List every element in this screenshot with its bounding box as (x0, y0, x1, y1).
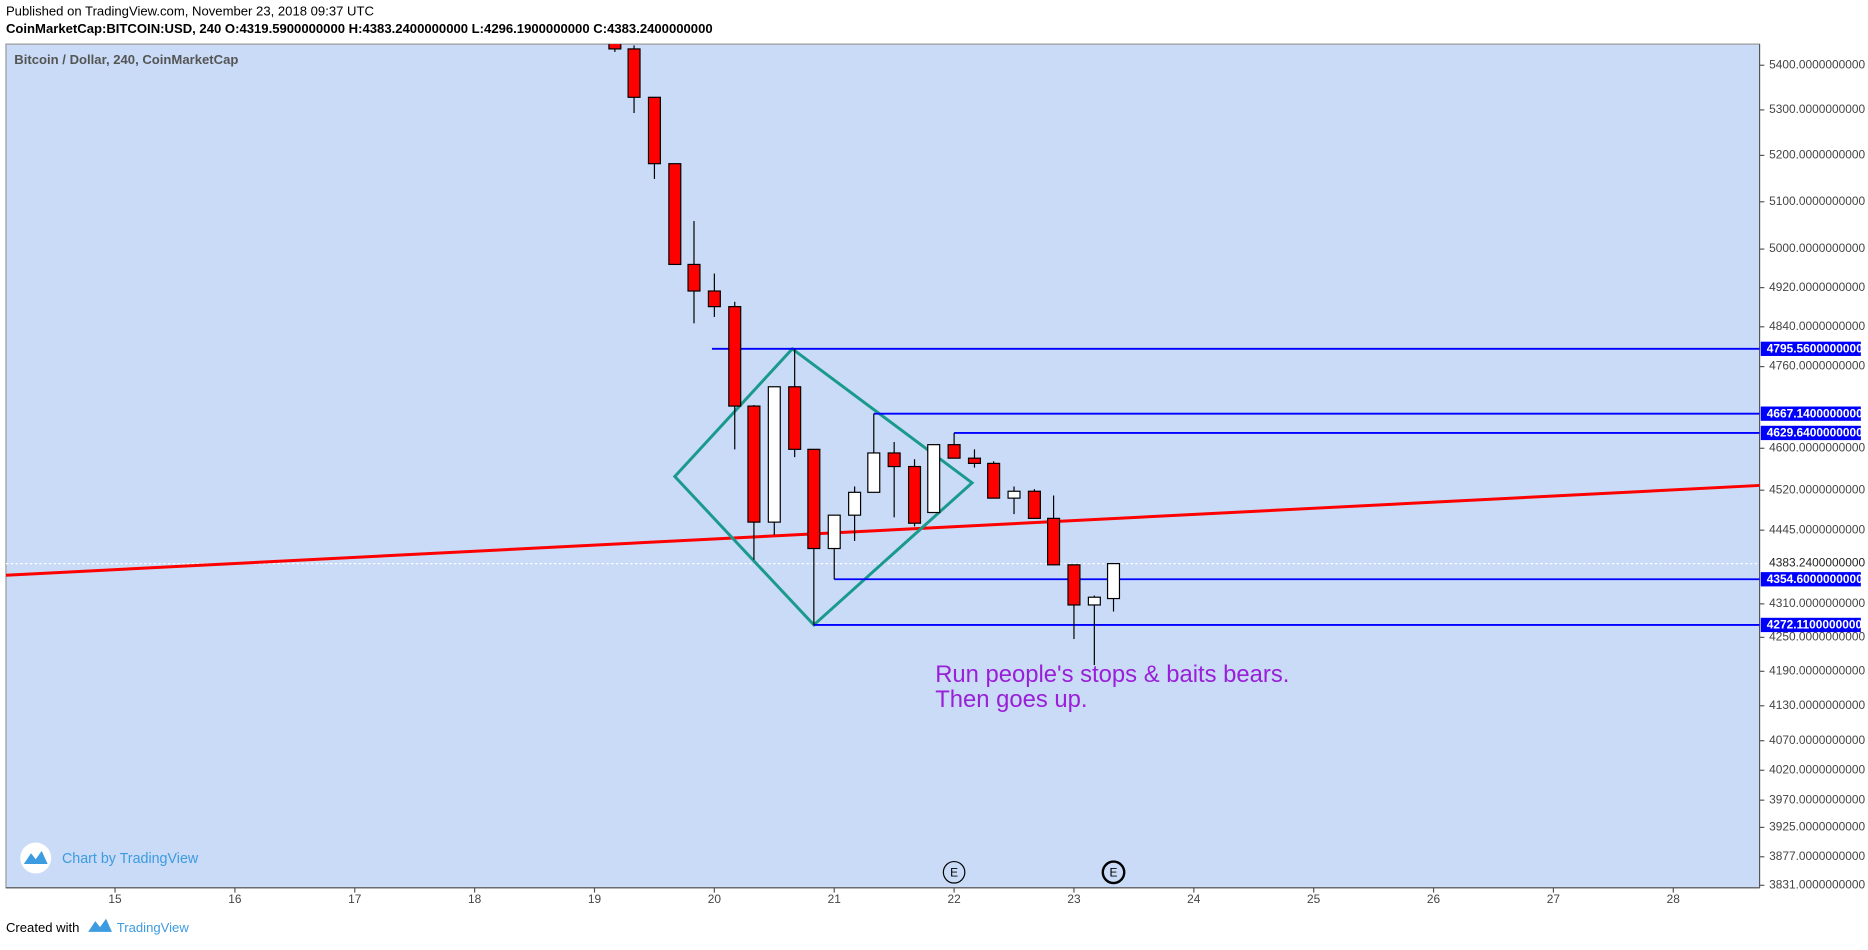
annotation: Run people's stops & baits bears. (935, 661, 1289, 688)
annotation: Then goes up. (935, 686, 1087, 713)
level-tag (1760, 617, 1861, 633)
footer-created: Created with (6, 920, 80, 935)
candle-body (1047, 517, 1061, 566)
event-marker (942, 860, 966, 884)
x-tick-label: 21 (828, 892, 842, 906)
candle-body (788, 386, 802, 450)
candle-body (848, 491, 862, 516)
candle-body (907, 465, 922, 524)
level-label: 4629.6400000000 (1767, 426, 1863, 440)
x-tick-label: 27 (1547, 892, 1561, 906)
watermark: Chart by TradingView (62, 851, 199, 867)
candle-body (967, 457, 982, 464)
level-label: 4354.6000000000 (1767, 572, 1863, 586)
y-tick-label: 4840.0000000000 (1769, 319, 1865, 333)
candle-body (728, 306, 742, 407)
trend-line (5, 483, 1760, 577)
candle-body (987, 462, 1001, 499)
logo-mark (23, 850, 48, 864)
x-tick-label: 26 (1427, 892, 1441, 906)
y-tick-label: 4520.0000000000 (1769, 482, 1865, 496)
candle-body (767, 386, 781, 523)
y-tick-label: 3831.0000000000 (1769, 877, 1865, 891)
event-label: E (950, 866, 958, 880)
candle-body (1067, 564, 1081, 606)
candle-body (947, 444, 961, 459)
candle-body (1106, 563, 1121, 600)
level-tag (1760, 406, 1861, 421)
event-label: E (1110, 866, 1118, 880)
level-label: 4272.1100000000 (1767, 618, 1863, 632)
plot-area (5, 43, 1761, 889)
x-tick-label: 24 (1187, 892, 1201, 906)
candle-body (687, 263, 701, 292)
x-tick-label: 18 (468, 892, 482, 906)
plot (5, 44, 1760, 666)
last-price-tag (1760, 556, 1861, 571)
candle-body (867, 452, 881, 493)
y-tick-label: 5000.0000000000 (1769, 241, 1865, 255)
y-tick-label: 5300.0000000000 (1769, 102, 1865, 116)
last-price-label: 4383.2400000000 (1769, 556, 1865, 570)
level-tag (1760, 341, 1861, 356)
y-tick-label: 4310.0000000000 (1769, 596, 1865, 610)
candle-body (887, 452, 901, 468)
x-tick-label: 15 (108, 892, 122, 906)
candle-body (707, 290, 721, 308)
candle-body (1007, 490, 1021, 499)
x-tick-label: 22 (947, 892, 961, 906)
candle-body (827, 514, 841, 550)
x-tick-label: 25 (1307, 892, 1321, 906)
candle-body (668, 163, 682, 266)
symbol-line: CoinMarketCap:BITCOIN:USD, 240 O:4319.59… (6, 21, 713, 36)
y-tick-label: 4445.0000000000 (1769, 522, 1865, 536)
y-tick-label: 4760.0000000000 (1769, 359, 1865, 373)
candle-body (647, 96, 661, 165)
footer-brand: TradingView (117, 920, 190, 935)
level-label: 4667.1400000000 (1767, 406, 1863, 420)
y-tick-label: 5200.0000000000 (1769, 148, 1865, 162)
y-tick-label: 3877.0000000000 (1769, 849, 1865, 863)
y-tick-label: 3970.0000000000 (1769, 792, 1865, 806)
y-tick-label: 4600.0000000000 (1769, 440, 1865, 454)
x-tick-label: 20 (708, 892, 722, 906)
candle-body (1087, 596, 1101, 606)
footer-logo (88, 918, 112, 932)
level-label: 4795.5600000000 (1767, 342, 1863, 356)
published: Published on TradingView.com, November 2… (6, 3, 374, 18)
y-tick-label: 3925.0000000000 (1769, 820, 1865, 834)
y-tick-label: 4130.0000000000 (1769, 698, 1865, 712)
level-tag (1760, 572, 1861, 587)
candle-body (627, 48, 641, 98)
chart-title: Bitcoin / Dollar, 240, CoinMarketCap (14, 52, 238, 67)
y-tick-label: 4070.0000000000 (1769, 733, 1865, 747)
x-tick-label: 19 (588, 892, 602, 906)
level-tag (1760, 425, 1861, 441)
logo (20, 842, 52, 874)
price-axis (1759, 44, 1868, 888)
y-tick-label: 4190.0000000000 (1769, 663, 1865, 677)
candle-body (608, 44, 622, 50)
diamond-pattern (672, 346, 975, 628)
x-tick-label: 23 (1067, 892, 1081, 906)
x-tick-label: 16 (228, 892, 242, 906)
event-marker (1101, 860, 1126, 885)
y-tick-label: 4920.0000000000 (1769, 280, 1865, 294)
y-tick-label: 4250.0000000000 (1769, 629, 1865, 643)
candle-body (927, 444, 941, 514)
y-tick-label: 4020.0000000000 (1769, 762, 1865, 776)
candle-body (807, 448, 821, 550)
x-tick-label: 17 (348, 892, 362, 906)
x-tick-label: 28 (1667, 892, 1681, 906)
y-tick-label: 5400.0000000000 (1769, 57, 1865, 71)
candle-body (1027, 490, 1041, 519)
y-tick-label: 5100.0000000000 (1769, 194, 1865, 208)
candle-body (747, 405, 761, 523)
